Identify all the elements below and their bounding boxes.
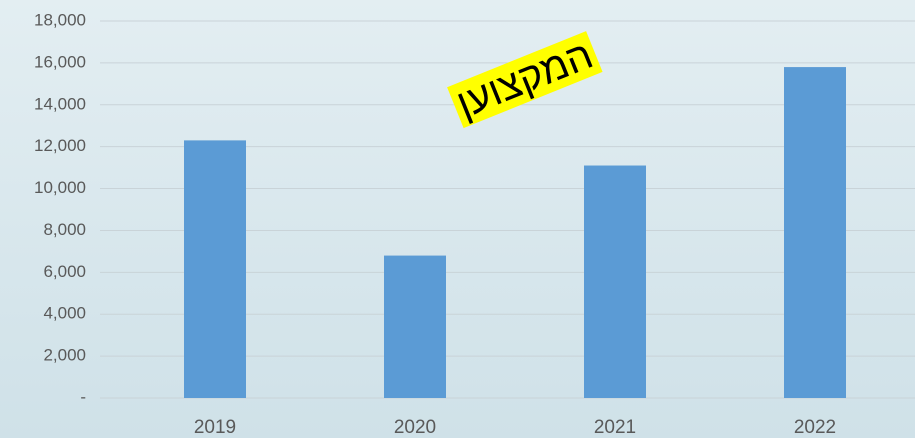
bar — [784, 67, 846, 399]
x-tick-label: 2021 — [594, 417, 636, 438]
annotation-highlight — [447, 31, 603, 129]
y-tick-label: 14,000 — [34, 94, 86, 113]
y-tick-label: 2,000 — [43, 346, 86, 365]
x-tick-label: 2019 — [194, 417, 236, 438]
y-tick-label: - — [80, 387, 86, 406]
bar — [184, 140, 246, 398]
x-tick-label: 2022 — [794, 417, 836, 438]
y-tick-label: 12,000 — [34, 136, 86, 155]
y-tick-label: 4,000 — [43, 304, 86, 323]
y-tick-label: 8,000 — [43, 220, 86, 239]
bar — [584, 165, 646, 398]
x-tick-label: 2020 — [394, 417, 436, 438]
y-tick-label: 18,000 — [34, 10, 86, 29]
y-tick-label: 16,000 — [34, 52, 86, 71]
y-tick-label: 10,000 — [34, 178, 86, 197]
bar — [384, 255, 446, 398]
y-tick-label: 6,000 — [43, 262, 86, 281]
